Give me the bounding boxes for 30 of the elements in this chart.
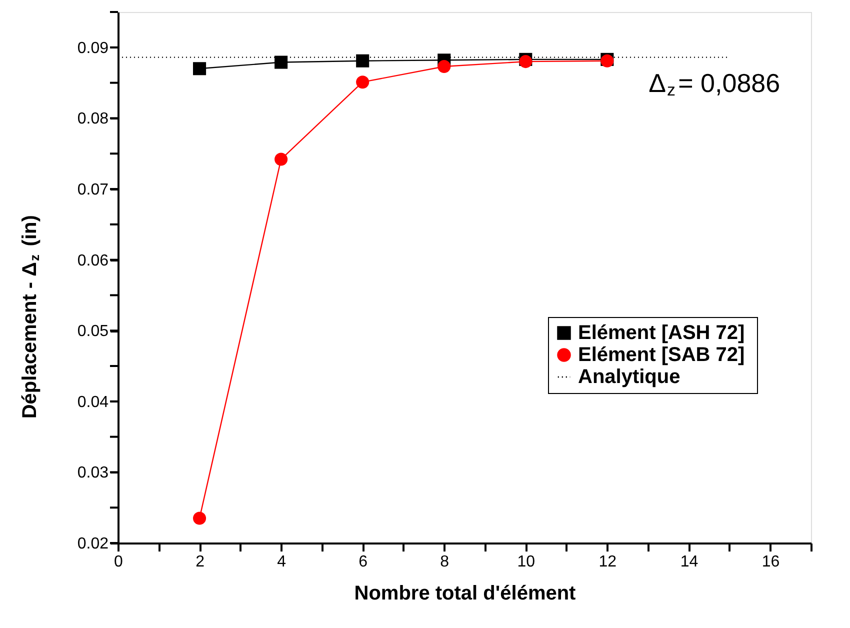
y-tick-label: 0.06	[77, 252, 109, 270]
legend-label: Elément [SAB 72]	[578, 344, 745, 366]
point	[356, 76, 370, 89]
x-tick-label: 10	[517, 554, 536, 570]
x-axis-title: Nombre total d'élément	[354, 582, 576, 604]
y-tick-label: 0.09	[77, 40, 109, 57]
x-tick-label: 12	[598, 554, 617, 570]
x-tick-label: 14	[680, 554, 698, 570]
y-axis-title: Déplacement - Δz (in)	[19, 215, 42, 419]
y-tick-label: 0.02	[77, 536, 109, 552]
x-tick-label: 4	[277, 554, 286, 570]
y-tick-label: 0.04	[77, 394, 109, 411]
point	[274, 56, 288, 69]
x-tick-label: 16	[762, 554, 780, 570]
point	[438, 60, 451, 74]
x-tick-label: 2	[196, 554, 205, 570]
x-tick-label: 6	[358, 554, 368, 570]
y-tick-label: 0.03	[77, 464, 109, 482]
y-tick-label: 0.05	[77, 323, 109, 340]
y-tick-label: 0.07	[77, 182, 109, 198]
y-tick-label: 0.08	[77, 110, 109, 128]
legend-label: Analytique	[578, 366, 680, 388]
point	[193, 512, 206, 525]
point	[193, 62, 206, 76]
point	[356, 54, 370, 68]
point	[519, 55, 532, 68]
x-tick-label: 0	[114, 554, 124, 570]
x-tick-label: 8	[440, 554, 450, 570]
point	[274, 152, 288, 166]
legend-label: Elément [ASH 72]	[578, 322, 745, 344]
